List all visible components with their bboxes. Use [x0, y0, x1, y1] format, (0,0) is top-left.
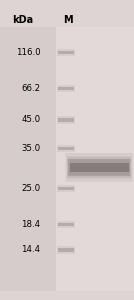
Bar [57, 116, 75, 124]
Bar [58, 147, 74, 150]
Bar [58, 51, 74, 54]
Bar [58, 187, 74, 190]
FancyBboxPatch shape [68, 159, 130, 176]
Text: 66.2: 66.2 [21, 84, 40, 93]
Bar [58, 248, 74, 252]
Bar [57, 85, 75, 92]
Bar [57, 221, 75, 228]
Text: M: M [63, 15, 72, 26]
Text: 35.0: 35.0 [21, 144, 40, 153]
Bar [57, 185, 75, 192]
Text: 25.0: 25.0 [21, 184, 40, 193]
Bar [57, 246, 75, 254]
Text: 45.0: 45.0 [21, 116, 40, 124]
Bar [58, 118, 74, 122]
Text: 116.0: 116.0 [16, 48, 40, 57]
Bar [58, 223, 74, 226]
Text: kDa: kDa [12, 15, 33, 26]
Bar [70, 163, 129, 172]
Text: 18.4: 18.4 [21, 220, 40, 229]
Bar [56, 27, 134, 291]
Bar [57, 145, 75, 152]
Text: 14.4: 14.4 [21, 245, 40, 254]
FancyBboxPatch shape [67, 157, 131, 178]
Bar [58, 87, 74, 90]
Bar [57, 49, 75, 56]
Bar [0, 27, 56, 291]
FancyBboxPatch shape [65, 153, 133, 182]
